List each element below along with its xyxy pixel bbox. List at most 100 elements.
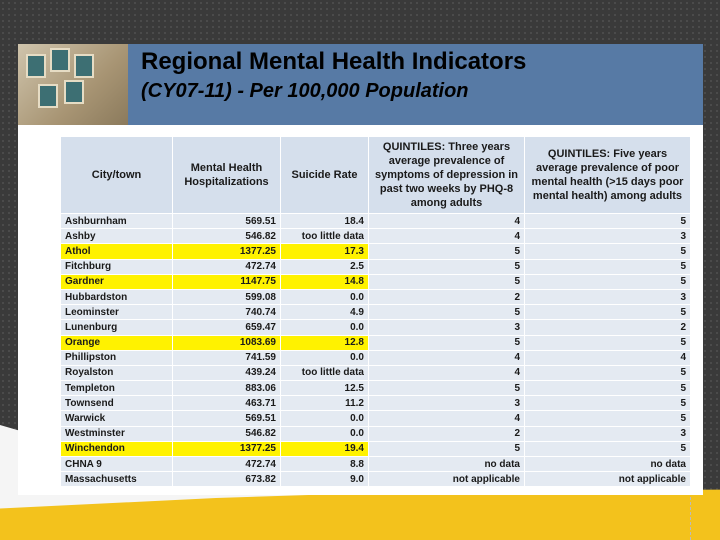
column-header-poor-mental-health-quintile: QUINTILES: Five years average prevalence… <box>524 136 691 214</box>
cell-depression: 2 <box>368 425 525 442</box>
cell-depression: 5 <box>368 334 525 351</box>
cell-city: Lunenburg <box>60 319 173 336</box>
cell-hosp: 1083.69 <box>172 334 281 351</box>
decorative-dashes <box>690 497 694 540</box>
table-row: Orange 1083.69 12.8 5 5 <box>60 334 691 351</box>
cell-hosp: 740.74 <box>172 304 281 321</box>
table-row: Warwick 569.51 0.0 4 5 <box>60 410 691 427</box>
cell-suicide: 14.8 <box>280 273 369 290</box>
cell-poor-mh: 5 <box>524 440 691 458</box>
cell-suicide: 9.0 <box>280 471 369 488</box>
cell-poor-mh: 5 <box>524 364 691 382</box>
cell-city: Royalston <box>60 364 173 382</box>
cell-depression: 5 <box>368 440 525 458</box>
cell-suicide: 18.4 <box>280 212 369 230</box>
cell-hosp: 569.51 <box>172 212 281 230</box>
cell-poor-mh: 4 <box>524 349 691 366</box>
column-header-suicide-rate: Suicide Rate <box>280 136 369 214</box>
slide: Regional Mental Health Indicators (CY07-… <box>18 44 703 495</box>
cell-poor-mh: 3 <box>524 288 691 306</box>
cell-depression: no data <box>368 455 525 473</box>
cell-hosp: 439.24 <box>172 364 281 382</box>
cell-suicide: 4.9 <box>280 304 369 321</box>
table-row: Townsend 463.71 11.2 3 5 <box>60 395 691 412</box>
table-row: Leominster 740.74 4.9 5 5 <box>60 304 691 321</box>
cell-city: Ashby <box>60 228 173 245</box>
cell-suicide: 0.0 <box>280 288 369 306</box>
table-row: Gardner 1147.75 14.8 5 5 <box>60 273 691 290</box>
column-header-depression-quintile: QUINTILES: Three years average prevalenc… <box>368 136 525 214</box>
cell-suicide: 0.0 <box>280 425 369 442</box>
table-row: Templeton 883.06 12.5 5 5 <box>60 380 691 397</box>
indicators-table: City/town Mental Health Hospitalizations… <box>60 136 691 488</box>
window-pane <box>38 84 58 108</box>
cell-poor-mh: 5 <box>524 380 691 397</box>
window-pane <box>64 80 84 104</box>
cell-depression: 3 <box>368 319 525 336</box>
rotunda-photo <box>18 44 128 125</box>
cell-suicide: 0.0 <box>280 349 369 366</box>
cell-poor-mh: 3 <box>524 228 691 245</box>
table-row: Hubbardston 599.08 0.0 2 3 <box>60 288 691 306</box>
cell-poor-mh: 2 <box>524 319 691 336</box>
cell-city: Ashburnham <box>60 212 173 230</box>
cell-poor-mh: 5 <box>524 212 691 230</box>
cell-poor-mh: 5 <box>524 243 691 260</box>
cell-suicide: 17.3 <box>280 243 369 260</box>
cell-suicide: 2.5 <box>280 258 369 275</box>
cell-hosp: 463.71 <box>172 395 281 412</box>
column-header-city: City/town <box>60 136 173 214</box>
cell-city: Warwick <box>60 410 173 427</box>
cell-city: Orange <box>60 334 173 351</box>
cell-city: Leominster <box>60 304 173 321</box>
cell-depression: 5 <box>368 243 525 260</box>
cell-city: CHNA 9 <box>60 455 173 473</box>
cell-hosp: 741.59 <box>172 349 281 366</box>
cell-poor-mh: 5 <box>524 410 691 427</box>
cell-suicide: 11.2 <box>280 395 369 412</box>
cell-city: Hubbardston <box>60 288 173 306</box>
cell-depression: not applicable <box>368 471 525 488</box>
cell-poor-mh: no data <box>524 455 691 473</box>
table-row: Ashby 546.82 too little data 4 3 <box>60 228 691 245</box>
cell-depression: 5 <box>368 380 525 397</box>
cell-suicide: 19.4 <box>280 440 369 458</box>
cell-hosp: 546.82 <box>172 228 281 245</box>
cell-city: Westminster <box>60 425 173 442</box>
cell-depression: 2 <box>368 288 525 306</box>
cell-hosp: 569.51 <box>172 410 281 427</box>
cell-depression: 5 <box>368 304 525 321</box>
cell-depression: 4 <box>368 228 525 245</box>
cell-hosp: 472.74 <box>172 258 281 275</box>
cell-poor-mh: 5 <box>524 395 691 412</box>
table-row: Ashburnham 569.51 18.4 4 5 <box>60 212 691 230</box>
cell-poor-mh: 5 <box>524 304 691 321</box>
cell-city: Massachusetts <box>60 471 173 488</box>
cell-hosp: 1377.25 <box>172 440 281 458</box>
cell-city: Winchendon <box>60 440 173 458</box>
cell-hosp: 673.82 <box>172 471 281 488</box>
table-row: Athol 1377.25 17.3 5 5 <box>60 243 691 260</box>
cell-poor-mh: 5 <box>524 334 691 351</box>
table-row: Lunenburg 659.47 0.0 3 2 <box>60 319 691 336</box>
cell-hosp: 659.47 <box>172 319 281 336</box>
cell-hosp: 1377.25 <box>172 243 281 260</box>
cell-depression: 4 <box>368 349 525 366</box>
cell-suicide: 0.0 <box>280 410 369 427</box>
cell-depression: 5 <box>368 258 525 275</box>
cell-suicide: 0.0 <box>280 319 369 336</box>
window-pane <box>26 54 46 78</box>
slide-title: Regional Mental Health Indicators <box>141 48 527 75</box>
table-row: Winchendon 1377.25 19.4 5 5 <box>60 440 691 458</box>
cell-city: Athol <box>60 243 173 260</box>
cell-hosp: 883.06 <box>172 380 281 397</box>
cell-hosp: 546.82 <box>172 425 281 442</box>
window-pane <box>74 54 94 78</box>
table-header-row: City/town Mental Health Hospitalizations… <box>60 136 691 214</box>
table-row: Fitchburg 472.74 2.5 5 5 <box>60 258 691 275</box>
cell-depression: 3 <box>368 395 525 412</box>
cell-poor-mh: 3 <box>524 425 691 442</box>
indicators-table-wrapper: City/town Mental Health Hospitalizations… <box>60 136 691 488</box>
cell-suicide: 8.8 <box>280 455 369 473</box>
column-header-hospitalizations: Mental Health Hospitalizations <box>172 136 281 214</box>
